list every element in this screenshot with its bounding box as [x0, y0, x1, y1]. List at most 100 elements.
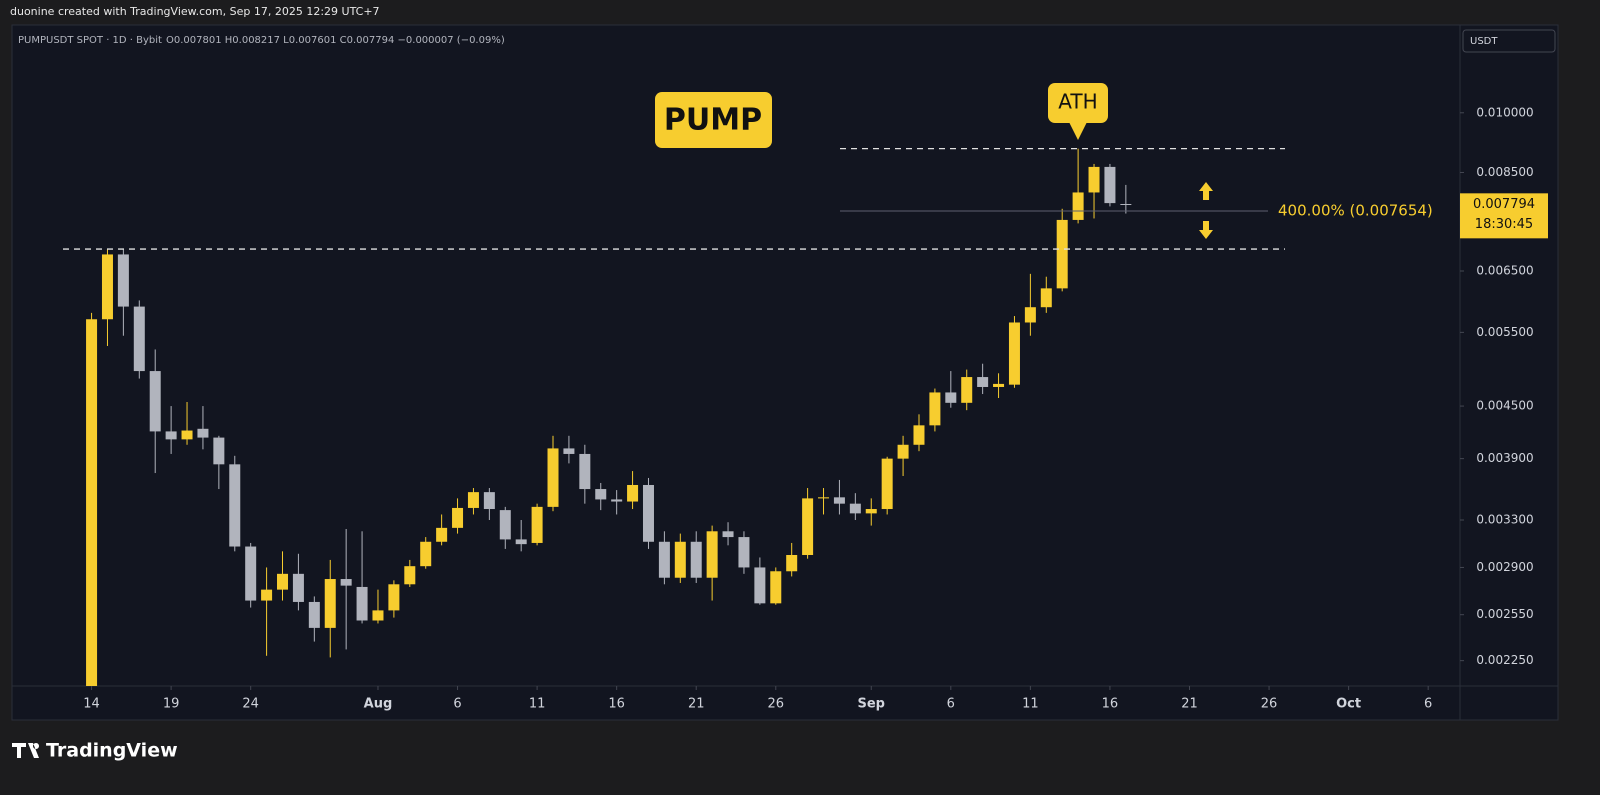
candle-body [1088, 166, 1100, 193]
candle-body [977, 377, 989, 387]
candles [86, 148, 1132, 686]
candle-body [213, 437, 225, 465]
candle-body [658, 541, 670, 578]
candle-body [292, 573, 304, 602]
candle-body [722, 531, 734, 538]
x-tick-label: Sep [858, 697, 886, 712]
candle-body [277, 573, 289, 590]
countdown: 18:30:45 [1475, 217, 1533, 232]
candle-body [595, 489, 607, 500]
currency-box [1462, 29, 1556, 53]
candle-body [993, 383, 1005, 387]
candle-body [1072, 192, 1084, 220]
candle-body [165, 431, 177, 440]
x-tick-label: 6 [1424, 697, 1432, 712]
currency: USDT [1470, 36, 1498, 47]
x-tick-label: 21 [1181, 697, 1198, 712]
candle-body [1104, 166, 1116, 204]
candle-body [642, 484, 654, 542]
candle-body [547, 448, 559, 507]
y-tick-label: 0.003300 [1476, 512, 1533, 526]
candle-body [881, 458, 893, 510]
header: duonine created with TradingView.com, Se… [10, 5, 380, 18]
candle-body [961, 377, 973, 403]
candle-body [149, 371, 161, 432]
arrow-down [1199, 221, 1213, 239]
candle-body [1008, 322, 1020, 385]
candle-body [308, 601, 320, 628]
ath-box [1048, 83, 1108, 123]
y-tick-label: 0.010000 [1476, 105, 1533, 119]
x-tick-label: 26 [1261, 697, 1278, 712]
x-tick-label: 11 [1022, 697, 1039, 712]
candle-body [356, 586, 368, 621]
symbol: PUMPUSDT SPOT · 1D · Bybit [18, 35, 162, 46]
candle-body [515, 539, 527, 545]
candle-body [404, 566, 416, 585]
candle-body [388, 584, 400, 611]
x-tick-label: 19 [163, 697, 180, 712]
candle-body [579, 453, 591, 490]
x-tick-label: 16 [1102, 697, 1119, 712]
candle-body [499, 510, 511, 540]
annotation: PUMP [664, 103, 762, 138]
y-tick-label: 0.004500 [1476, 399, 1533, 413]
candle-body [563, 448, 575, 454]
candle-body [849, 503, 861, 514]
arrow-up [1199, 182, 1213, 200]
candle-body [611, 499, 623, 502]
candle-body [436, 527, 448, 542]
logo-icon [12, 743, 40, 758]
y-tick-label: 0.002250 [1476, 653, 1533, 667]
candle-body [627, 484, 639, 502]
candle-body [117, 254, 129, 307]
candle-body [86, 319, 98, 686]
candle-body [865, 509, 877, 514]
y-tick-label: 0.002550 [1476, 607, 1533, 621]
candle-body [452, 507, 464, 528]
y-tick-label: 0.003900 [1476, 451, 1533, 465]
candle-body [531, 506, 543, 543]
candle-body [245, 546, 257, 601]
candle-body [1024, 307, 1036, 323]
candle-body [770, 571, 782, 604]
chart-panel [11, 24, 1559, 721]
x-tick-label: 11 [529, 697, 546, 712]
candle-body [420, 541, 432, 567]
candle-body [261, 589, 273, 601]
candle-body [929, 392, 941, 426]
candle-body [706, 531, 718, 578]
ohlc-legend: O0.007801 H0.008217 L0.007601 C0.007794 … [166, 35, 505, 46]
x-tick-label: 26 [768, 697, 785, 712]
x-tick-label: 14 [83, 697, 100, 712]
price-label-box [1460, 193, 1548, 239]
candle-body [897, 444, 909, 459]
percent-level-label: 400.00% (0.007654) [1278, 201, 1433, 219]
y-tick-label: 0.008500 [1476, 165, 1533, 179]
y-tick-label: 0.002900 [1476, 560, 1533, 574]
candle-body [101, 254, 113, 320]
candle-body [467, 492, 479, 508]
price-label: 0.007794 [1473, 197, 1535, 212]
x-tick-label: Aug [364, 697, 393, 712]
annotation: ATH [1058, 90, 1097, 114]
candle-body [1120, 203, 1132, 205]
candle-body [674, 541, 686, 578]
x-tick-label: 24 [242, 697, 259, 712]
y-tick-label: 0.005500 [1476, 325, 1533, 339]
candle-body [133, 306, 145, 372]
x-tick-label: 16 [608, 697, 625, 712]
candle-body [945, 392, 957, 403]
candle-body [324, 579, 336, 628]
candle-body [913, 425, 925, 445]
candle-body [818, 497, 830, 499]
candle-body [197, 428, 209, 438]
y-tick-label: 0.006500 [1476, 264, 1533, 278]
x-tick-label: 6 [453, 697, 461, 712]
x-tick-label: 21 [688, 697, 705, 712]
candle-body [1040, 288, 1052, 308]
pump-box [655, 92, 772, 148]
candle-body [181, 430, 193, 440]
x-tick-label: 6 [947, 697, 955, 712]
